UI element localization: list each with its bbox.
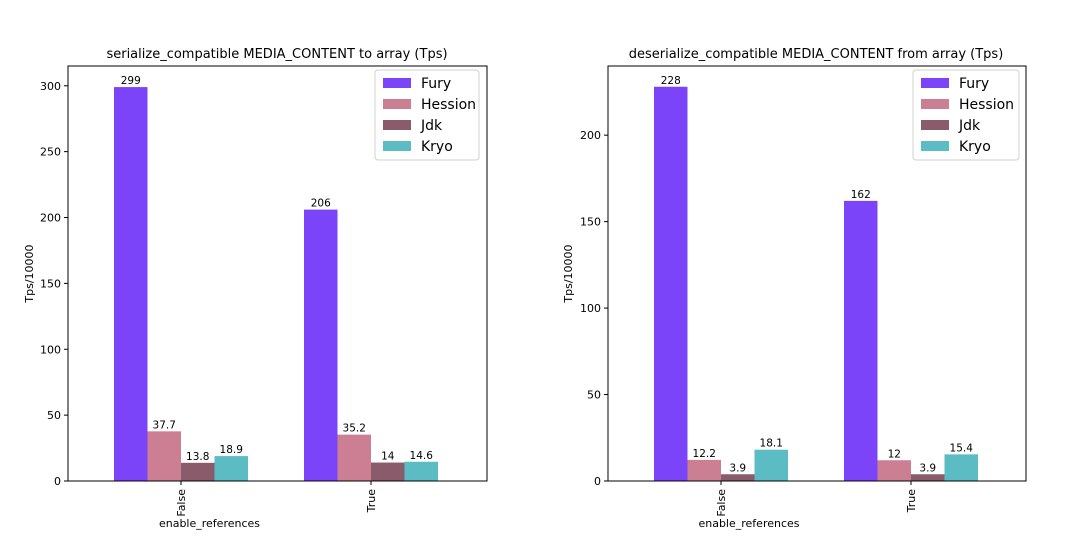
x-tick-label: True	[905, 489, 918, 514]
legend-swatch-fury	[383, 78, 411, 88]
bar-fury-true	[304, 209, 338, 481]
data-label: 3.9	[729, 462, 746, 474]
bar-fury-false	[114, 87, 148, 481]
data-label: 162	[851, 189, 871, 201]
legend-swatch-kryo	[383, 141, 411, 151]
data-label: 3.9	[919, 462, 936, 474]
legend: Fury Hession Jdk Kryo	[374, 69, 480, 161]
data-label: 228	[661, 75, 681, 87]
data-label: 12	[888, 448, 901, 460]
bar-fury-true	[844, 200, 878, 481]
bar-hession-false	[147, 431, 181, 481]
legend-label-fury: Fury	[421, 76, 451, 92]
data-label: 18.1	[760, 438, 783, 450]
y-axis-label: Tps/10000	[23, 244, 36, 303]
x-axis-label: enable_references	[159, 517, 260, 530]
legend-label-fury: Fury	[959, 76, 989, 92]
y-tick-label: 100	[580, 302, 601, 315]
chart-2: deserialize_compatible MEDIA_CONTENT fro…	[562, 47, 1027, 530]
y-tick-label: 200	[580, 129, 601, 142]
bar-fury-false	[654, 86, 688, 481]
y-tick-label: 250	[40, 146, 61, 159]
legend-label-hession: Hession	[421, 97, 476, 113]
y-axis-label: Tps/10000	[562, 244, 575, 303]
legend-label-jdk: Jdk	[958, 118, 981, 134]
bar-kryo-true	[404, 461, 438, 481]
legend-label-jdk: Jdk	[420, 118, 443, 134]
data-label: 13.8	[186, 451, 209, 463]
legend-swatch-fury	[921, 78, 949, 88]
x-tick-label: False	[175, 489, 188, 517]
chart-title: deserialize_compatible MEDIA_CONTENT fro…	[629, 47, 1004, 62]
y-tick-label: 150	[40, 277, 61, 290]
y-tick-label: 200	[40, 212, 61, 225]
chart-title: serialize_compatible MEDIA_CONTENT to ar…	[106, 47, 447, 62]
legend: Fury Hession Jdk Kryo	[912, 69, 1020, 161]
data-label: 299	[121, 75, 141, 87]
legend-swatch-jdk	[383, 120, 411, 130]
bar-kryo-false	[214, 456, 248, 481]
x-tick-label: False	[715, 489, 728, 517]
plot-frame	[607, 65, 1027, 482]
bar-hession-false	[687, 459, 721, 481]
data-label: 18.9	[220, 444, 243, 456]
legend-swatch-kryo	[921, 141, 949, 151]
y-tick-label: 0	[54, 475, 61, 488]
data-label: 35.2	[343, 423, 366, 435]
bar-jdk-true	[371, 462, 405, 481]
bar-jdk-true	[911, 474, 945, 481]
legend-swatch-hession	[383, 99, 411, 109]
y-tick-label: 150	[580, 216, 601, 229]
y-tick-label: 0	[594, 475, 601, 488]
legend-swatch-jdk	[921, 120, 949, 130]
y-tick-label: 100	[40, 343, 61, 356]
bar-kryo-true	[944, 454, 978, 481]
legend-label-hession: Hession	[959, 97, 1014, 113]
plot-frame	[67, 65, 488, 482]
bar-jdk-false	[721, 474, 755, 481]
x-axis-label: enable_references	[698, 517, 799, 530]
bar-hession-true	[877, 460, 911, 481]
x-tick-label: True	[365, 489, 378, 514]
legend-swatch-hession	[921, 99, 949, 109]
data-label: 15.4	[950, 442, 974, 454]
legend-label-kryo: Kryo	[421, 139, 453, 155]
legend-box	[374, 69, 480, 161]
chart-1: serialize_compatible MEDIA_CONTENT to ar…	[23, 47, 488, 530]
legend-box	[912, 69, 1020, 161]
legend-label-kryo: Kryo	[959, 139, 991, 155]
data-label: 37.7	[153, 419, 176, 431]
data-label: 14.6	[410, 450, 434, 462]
bar-kryo-false	[754, 449, 788, 481]
bar-jdk-false	[181, 462, 215, 481]
y-tick-label: 300	[40, 80, 61, 93]
y-tick-label: 50	[47, 409, 61, 422]
data-label: 12.2	[693, 448, 716, 460]
y-tick-label: 50	[587, 389, 601, 402]
data-label: 206	[311, 198, 331, 210]
data-label: 14	[381, 451, 395, 463]
bar-hession-true	[337, 434, 371, 481]
